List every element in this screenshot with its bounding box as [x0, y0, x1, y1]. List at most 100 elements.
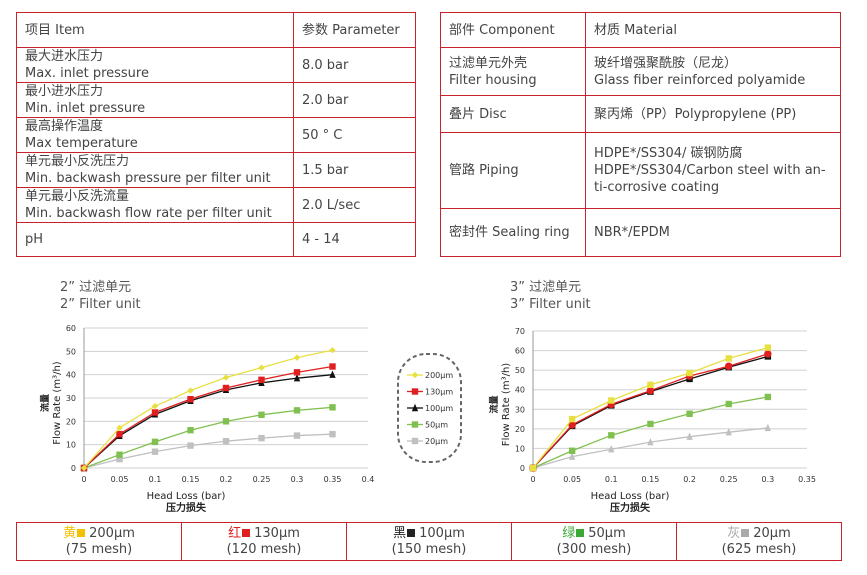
x-tick-label: 0.2 [683, 475, 696, 484]
x-tick-label: 0.05 [563, 475, 581, 484]
data-point [725, 427, 732, 436]
data-point [258, 376, 265, 383]
y-axis-label: Flow Rate (m³/h) [52, 361, 63, 444]
material-cell: 玻纤增强聚酰胺（尼龙） Glass fiber reinforced polyam… [585, 47, 841, 96]
item-cell: 最高操作温度 Max temperature [16, 117, 294, 153]
data-point [80, 464, 88, 472]
component-cell: 过滤单元外壳 Filter housing [440, 47, 586, 96]
legend-label: 200μm [425, 371, 453, 380]
chart-1: 0 10 20 30 40 50 60 0 0.05 0.1 0.15 0.2 0.25 0.3 0.35 0… [39, 324, 462, 514]
data-point [568, 447, 576, 454]
y-axis-label-cn: 流量 [39, 394, 51, 412]
y-tick-label: 50 [66, 347, 76, 356]
value-cell: 8.0 bar [293, 47, 416, 83]
x-tick-label: 0 [530, 475, 535, 484]
data-point [151, 448, 159, 455]
color-name: 灰 [727, 526, 741, 541]
value-cell: 2.0 L/sec [293, 187, 416, 223]
series-line [532, 353, 769, 469]
table-row: 单元最小反洗流量 Min. backwash flow rate per filt… [16, 187, 416, 223]
color-swatch-icon [77, 529, 86, 537]
legend-marker [411, 388, 419, 395]
x-tick-label: 0.15 [182, 475, 200, 484]
y-tick-label: 10 [515, 444, 525, 453]
table-row: 过滤单元外壳 Filter housing 玻纤增强聚酰胺（尼龙） Glass fib… [440, 47, 841, 96]
y-tick-label: 0 [520, 464, 525, 473]
data-point [529, 464, 537, 472]
series-line [532, 355, 769, 469]
y-tick-label: 40 [66, 371, 76, 380]
data-point [608, 397, 615, 404]
data-point [725, 362, 733, 370]
legend-border [397, 353, 462, 463]
x-axis-label-cn: 压力损失 [610, 501, 651, 514]
y-tick-label: 40 [515, 386, 525, 395]
data-point [329, 363, 336, 370]
data-point [568, 452, 576, 460]
data-point [764, 344, 772, 351]
legend-label: 50μm [425, 421, 448, 430]
y-tick-label: 30 [515, 405, 525, 414]
mesh-legend-cell: 黄 200μm (75 mesh) [17, 523, 182, 560]
color-swatch-icon [242, 529, 251, 537]
x-tick-label: 0.25 [720, 475, 738, 484]
table-row: 叠片 Disc 聚丙烯（PP）Polypropylene (PP) [440, 95, 841, 133]
x-tick-label: 0.2 [220, 475, 233, 484]
table-row: 最大进水压力 Max. inlet pressure 8.0 bar [16, 47, 416, 83]
data-point [187, 395, 194, 403]
data-point [686, 432, 693, 440]
color-name: 黄 [63, 526, 77, 541]
data-point [608, 432, 615, 439]
data-point [686, 410, 693, 417]
data-point [116, 451, 123, 458]
data-point [258, 411, 265, 418]
table-row: 密封件 Sealing ring NBR*/EPDM [440, 208, 841, 257]
header-material: 材质 Material [585, 12, 841, 48]
legend-marker [411, 403, 419, 412]
table-row: 最小进水压力 Min. inlet pressure 2.0 bar [16, 82, 416, 118]
legend-marker [411, 421, 419, 428]
chart1-title: 2” 过滤单元 2” Filter unit [60, 280, 141, 312]
data-point [258, 434, 265, 442]
data-point [647, 437, 654, 446]
data-point [647, 381, 654, 389]
data-point [293, 373, 301, 382]
chart-2: 0 10 20 30 40 50 60 70 0 0.05 0.1 0.15 0.2 0.25 0.3 0.3… [488, 327, 816, 514]
legend-marker [411, 437, 419, 445]
data-point [222, 437, 230, 445]
color-name: 红 [228, 526, 242, 541]
data-point [151, 438, 159, 446]
y-tick-label: 60 [515, 347, 525, 356]
legend-label: 20μm [425, 437, 448, 446]
x-tick-label: 0.1 [149, 475, 162, 484]
y-axis-label: Flow Rate (m³/h) [501, 363, 512, 446]
table-row: 单元最小反洗压力 Min. backwash pressure per filte… [16, 152, 416, 188]
data-point [568, 415, 576, 423]
x-tick-label: 0.35 [324, 475, 342, 484]
x-tick-label: 0.15 [642, 475, 660, 484]
header-item: 项目 Item [16, 12, 294, 48]
data-point [608, 445, 615, 453]
material-cell: NBR*/EPDM [585, 208, 841, 257]
legend-label: 100μm [425, 404, 453, 413]
mesh-label: (300 mesh) [556, 542, 632, 557]
data-point [646, 386, 655, 395]
mesh-label: (150 mesh) [391, 542, 467, 557]
mesh-legend-cell: 红 130μm (120 mesh) [182, 523, 347, 560]
data-point [258, 364, 265, 371]
size-label: 100μm [419, 526, 465, 541]
x-tick-label: 0 [81, 475, 86, 484]
mesh-label: (120 mesh) [226, 542, 302, 557]
data-point [293, 432, 301, 439]
x-tick-label: 0.05 [111, 475, 129, 484]
data-point [329, 404, 336, 411]
item-cell: 单元最小反洗流量 Min. backwash flow rate per filt… [16, 187, 294, 223]
data-point [187, 387, 194, 394]
data-point [329, 346, 336, 354]
mesh-legend-cell: 绿 50μm (300 mesh) [512, 523, 677, 560]
legend-marker [411, 371, 419, 379]
y-tick-label: 20 [515, 425, 525, 434]
color-swatch-icon [576, 529, 585, 537]
data-point [222, 374, 230, 381]
x-axis-label-cn: 压力损失 [166, 501, 207, 514]
